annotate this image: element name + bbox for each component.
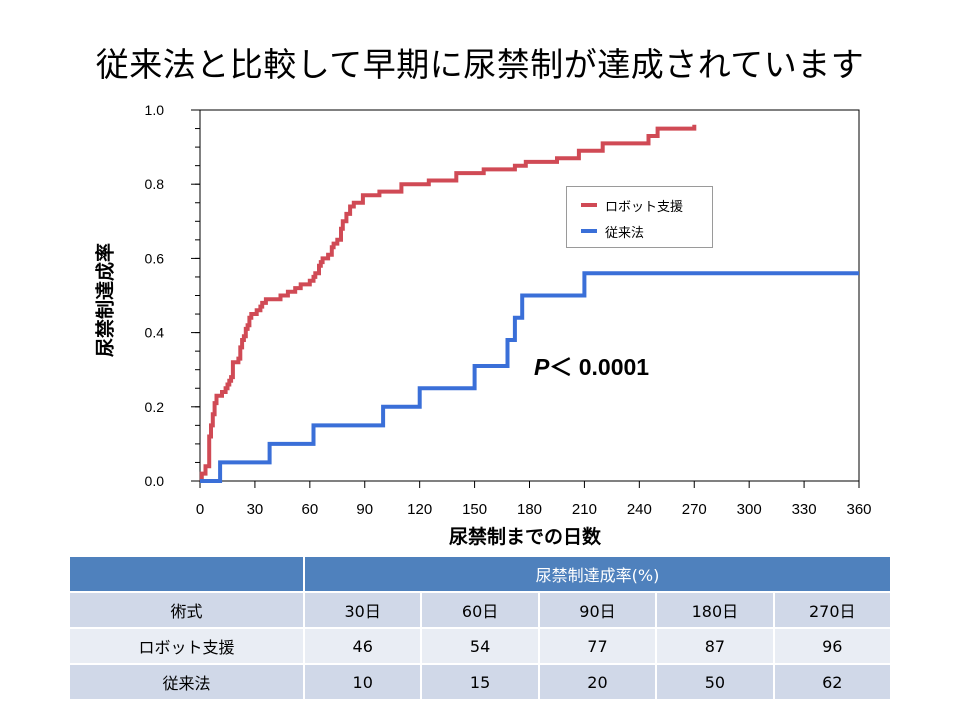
page-title: 従来法と比較して早期に尿禁制が達成されています [95,45,865,84]
table-cell: 60日 [420,591,540,629]
table-cell: 50 [655,663,775,701]
p-value-annotation: P＜ 0.0001 [534,348,649,382]
table-row-robot: ロボット支援 46 54 77 87 96 [68,627,893,665]
y-tick-label: 0.4 [145,325,165,341]
x-tick-label: 90 [356,501,373,518]
y-tick-label: 0.0 [145,473,165,489]
x-tick-label: 60 [301,501,318,518]
p-value-text: ＜ 0.0001 [549,354,650,380]
x-tick-label: 30 [247,501,264,518]
table-header-row: 尿禁制達成率(%) [68,555,892,593]
rates-table: 尿禁制達成率(%) 術式 30日 60日 90日 180日 270日 ロボット支… [68,555,893,701]
x-tick-label: 150 [462,501,487,518]
x-tick-label: 330 [792,501,817,518]
table-cell: 180日 [655,591,775,629]
x-tick-label: 210 [572,501,597,518]
table-cell: 術式 [68,591,305,629]
x-tick-label: 270 [682,501,707,518]
x-tick-label: 300 [737,501,762,518]
table-cell: 15 [420,663,540,701]
p-symbol: P [534,354,550,380]
table-header-rate: 尿禁制達成率(%) [303,555,892,593]
series-line-conventional [200,271,859,483]
table-cell: 77 [537,627,658,665]
table-cell: 87 [655,627,775,665]
table-cell: 96 [772,627,893,665]
table-cell: 20 [537,663,658,701]
table-cell: ロボット支援 [68,627,305,665]
table-row-conventional: 従来法 10 15 20 50 62 [68,663,893,701]
x-tick-label: 180 [517,501,542,518]
table-cell: 270日 [772,591,893,629]
x-tick-label: 240 [627,501,652,518]
table-cell: 62 [772,663,893,701]
survival-chart: 0.0 0.2 0.4 0.6 0.8 1.0 0 30 60 90 120 150 180 210 24… [145,102,872,518]
x-tick-label: 120 [407,501,432,518]
y-tick-label: 0.8 [145,176,165,192]
x-axis-label: 尿禁制までの日数 [448,526,601,548]
legend-item-conventional: 従来法 [581,222,645,241]
x-tick-label: 0 [196,501,204,518]
table-cell: 従来法 [68,663,305,701]
y-tick-label: 0.6 [145,250,165,266]
legend-swatch-robot [581,203,597,207]
legend-swatch-conventional [581,229,597,233]
y-tick-label: 0.2 [145,399,165,415]
legend-label-conventional: 従来法 [605,225,645,241]
table-cell: 54 [420,627,540,665]
x-tick-label: 360 [846,501,871,518]
table-cell: 10 [302,663,423,701]
y-tick-label: 1.0 [145,102,165,118]
legend-label-robot: ロボット支援 [605,199,684,215]
table-row-columns: 術式 30日 60日 90日 180日 270日 [68,591,893,629]
y-axis-label: 尿禁制達成率 [94,242,117,358]
table-cell: 46 [302,627,423,665]
chart-legend: ロボット支援 従来法 [566,186,713,248]
series-line-robot [199,124,697,483]
legend-item-robot: ロボット支援 [581,196,684,215]
table-cell: 30日 [302,591,423,629]
table-header-blank [68,555,305,593]
table-cell: 90日 [537,591,658,629]
